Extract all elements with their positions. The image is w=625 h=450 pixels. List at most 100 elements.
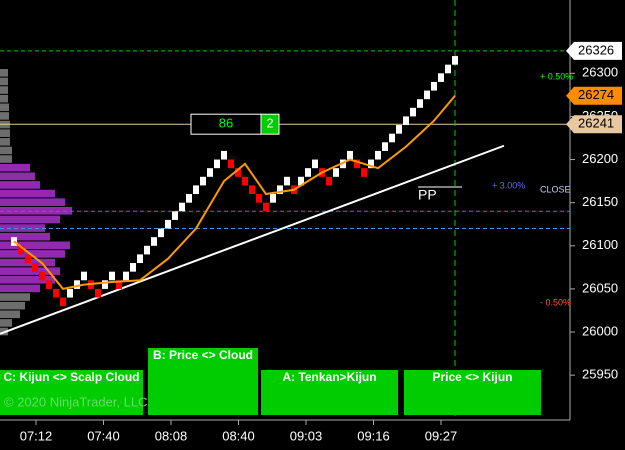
profile-bar — [0, 77, 8, 86]
profile-bar — [0, 241, 70, 250]
price-tag-label: 26326 — [578, 42, 614, 57]
brick — [347, 150, 353, 160]
brick — [354, 159, 360, 169]
brick — [263, 202, 269, 212]
annotation: - 0.50% — [540, 297, 571, 307]
brick — [151, 237, 157, 246]
profile-bar — [0, 69, 8, 77]
brick — [417, 99, 423, 108]
brick — [235, 168, 241, 177]
y-tick-label: 26200 — [582, 151, 618, 166]
brick — [452, 56, 458, 65]
profile-bar — [0, 275, 55, 284]
profile-bar — [0, 284, 40, 293]
price-tag — [566, 86, 622, 105]
brick — [361, 168, 367, 177]
brick — [193, 185, 199, 195]
brick — [249, 185, 255, 195]
brick — [102, 280, 108, 289]
brick — [298, 176, 304, 186]
brick — [284, 176, 290, 186]
price-tag — [566, 115, 622, 134]
signal-count: 86 — [219, 116, 233, 131]
profile-bar — [0, 310, 20, 319]
profile-bar — [0, 94, 8, 103]
y-tick-label: 26300 — [582, 65, 618, 80]
brick — [445, 64, 451, 74]
brick — [403, 116, 409, 126]
brick — [53, 288, 59, 298]
button[interactable] — [0, 370, 143, 415]
profile-bar — [0, 129, 10, 137]
button[interactable] — [261, 370, 398, 415]
brick — [116, 280, 122, 289]
button[interactable] — [404, 370, 541, 415]
price-tag-label: 26274 — [578, 87, 614, 102]
brick — [326, 176, 332, 186]
brick — [270, 194, 276, 203]
signal-level-box — [260, 113, 280, 135]
brick — [277, 185, 283, 195]
brick — [186, 194, 192, 203]
brick — [130, 263, 136, 272]
button-label[interactable]: B: Price <> Cloud — [153, 348, 253, 362]
brick — [39, 271, 45, 281]
x-tick-label: 09:03 — [290, 428, 323, 443]
profile-bar — [0, 181, 40, 189]
trend-line — [0, 144, 505, 335]
brick — [438, 73, 444, 82]
price-tag-label: 26241 — [578, 116, 614, 131]
brick — [165, 219, 171, 229]
profile-bar — [0, 189, 55, 198]
profile-bar — [0, 155, 12, 163]
profile-bar — [0, 293, 30, 301]
annotation: + 0.50% — [540, 71, 573, 81]
brick — [60, 297, 66, 307]
x-tick-label: 07:40 — [87, 428, 120, 443]
profile-bar — [0, 198, 65, 206]
brick — [333, 168, 339, 177]
brick — [158, 228, 164, 238]
brick — [242, 176, 248, 186]
indicator-line — [13, 95, 456, 291]
brick — [25, 254, 31, 264]
button-label[interactable]: C: Kijun <> Scalp Cloud — [3, 370, 139, 384]
profile-bar — [0, 163, 30, 172]
x-tick-label: 09:16 — [357, 428, 390, 443]
brick — [137, 254, 143, 264]
y-tick-label: 25950 — [582, 367, 618, 382]
brick — [410, 107, 416, 117]
brick — [46, 280, 52, 289]
brick — [424, 90, 430, 100]
profile-bar — [0, 103, 9, 112]
brick — [144, 245, 150, 255]
profile-bar — [0, 215, 60, 224]
brick — [81, 271, 87, 281]
brick — [207, 168, 213, 177]
brick — [214, 159, 220, 169]
x-tick-label: 08:40 — [222, 428, 255, 443]
button[interactable] — [148, 348, 258, 415]
y-tick-label: 26100 — [582, 237, 618, 252]
brick — [200, 176, 206, 186]
profile-bar — [0, 172, 35, 181]
profile-bar — [0, 250, 65, 258]
brick — [67, 288, 73, 298]
brick — [221, 150, 227, 160]
profile-bar — [0, 232, 50, 241]
profile-bar — [0, 112, 9, 120]
brick — [109, 271, 115, 281]
signal-level: 2 — [266, 116, 273, 131]
brick — [382, 142, 388, 151]
brick — [74, 280, 80, 289]
profile-bar — [0, 137, 10, 146]
annotation: CLOSE — [540, 184, 571, 194]
profile-bar — [0, 301, 25, 310]
annotation: PP — [418, 187, 437, 203]
brick — [389, 133, 395, 143]
brick — [305, 168, 311, 177]
brick — [375, 150, 381, 160]
button-label[interactable]: A: Tenkan>Kijun — [282, 370, 376, 384]
button-label[interactable]: Price <> Kijun — [432, 370, 512, 384]
